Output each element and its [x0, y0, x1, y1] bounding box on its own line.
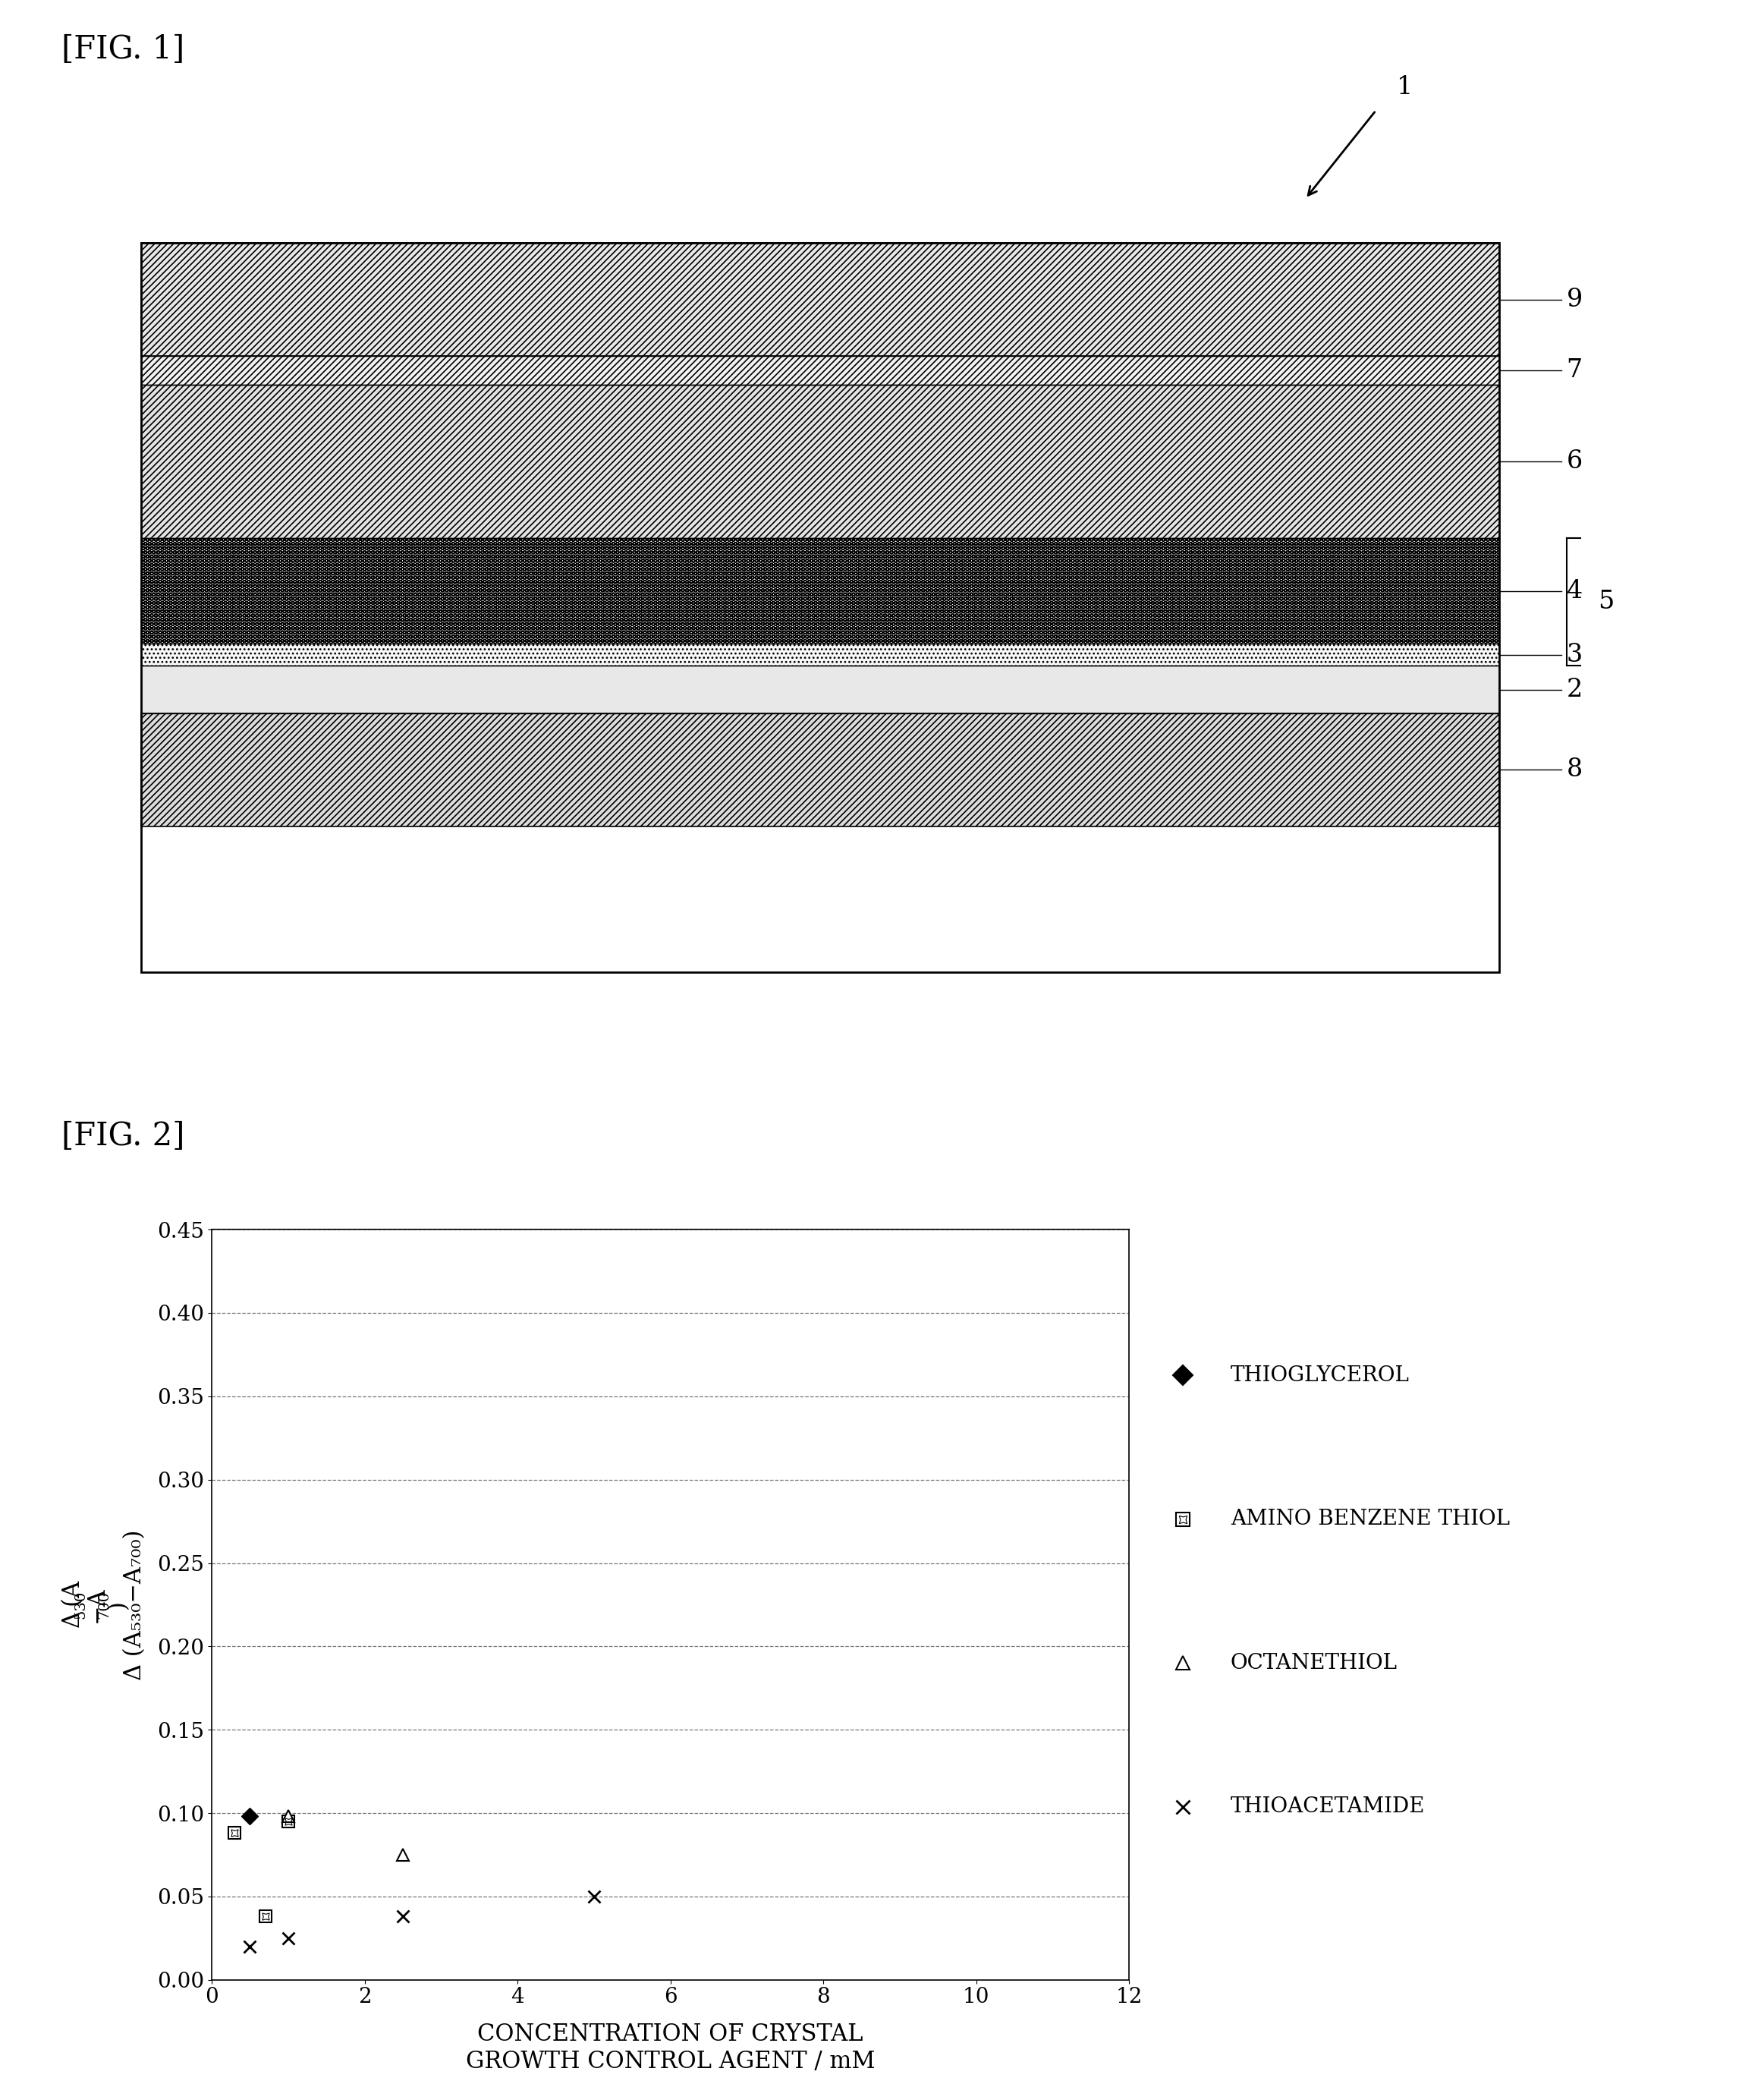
Text: THIOGLYCEROL: THIOGLYCEROL	[1231, 1365, 1409, 1386]
Text: 6: 6	[1566, 450, 1582, 473]
Text: 700: 700	[97, 1590, 111, 1619]
Text: Δ (A: Δ (A	[62, 1582, 85, 1628]
Text: −A: −A	[85, 1586, 108, 1623]
Text: 8: 8	[1566, 759, 1582, 782]
Text: [FIG. 1]: [FIG. 1]	[62, 33, 185, 65]
Bar	[141, 713, 1499, 825]
Text: 4: 4	[1566, 579, 1582, 602]
Bar	[141, 356, 1499, 386]
THIOACETAMIDE	[392, 1905, 413, 1930]
Text: OCTANETHIOL: OCTANETHIOL	[1231, 1653, 1397, 1673]
Bar	[141, 244, 1499, 356]
Text: 530: 530	[74, 1590, 88, 1619]
Line: AMINO BENZENE THIOL: AMINO BENZENE THIOL	[229, 1815, 295, 1921]
Bar	[141, 244, 1499, 971]
Text: 7: 7	[1566, 358, 1582, 383]
Line: THIOACETAMIDE: THIOACETAMIDE	[243, 1890, 600, 1953]
Bar	[141, 665, 1499, 713]
THIOACETAMIDE	[584, 1884, 605, 1909]
Text: 5: 5	[1598, 590, 1614, 615]
Bar	[141, 538, 1499, 644]
Text: THIOACETAMIDE: THIOACETAMIDE	[1231, 1796, 1425, 1817]
AMINO BENZENE THIOL	[277, 1809, 298, 1834]
OCTANETHIOL	[277, 1805, 298, 1830]
AMINO BENZENE THIOL	[224, 1821, 245, 1846]
Text: [FIG. 2]: [FIG. 2]	[62, 1119, 185, 1152]
X-axis label: CONCENTRATION OF CRYSTAL
GROWTH CONTROL AGENT / mM: CONCENTRATION OF CRYSTAL GROWTH CONTROL …	[466, 2021, 875, 2074]
OCTANETHIOL	[392, 1842, 413, 1867]
Text: AMINO BENZENE THIOL: AMINO BENZENE THIOL	[1231, 1509, 1510, 1530]
Y-axis label: Δ (A₅₃₀−A₇₀₀): Δ (A₅₃₀−A₇₀₀)	[123, 1530, 146, 1680]
Text: 1: 1	[1397, 75, 1413, 100]
Text: 3: 3	[1566, 642, 1582, 667]
AMINO BENZENE THIOL	[254, 1905, 275, 1930]
Text: ): )	[106, 1601, 129, 1609]
Text: 9: 9	[1566, 288, 1582, 313]
Bar	[141, 386, 1499, 538]
Bar	[141, 644, 1499, 665]
Line: OCTANETHIOL: OCTANETHIOL	[282, 1811, 409, 1861]
Text: 2: 2	[1566, 677, 1582, 702]
THIOACETAMIDE	[277, 1926, 298, 1951]
THIOACETAMIDE	[240, 1934, 261, 1959]
